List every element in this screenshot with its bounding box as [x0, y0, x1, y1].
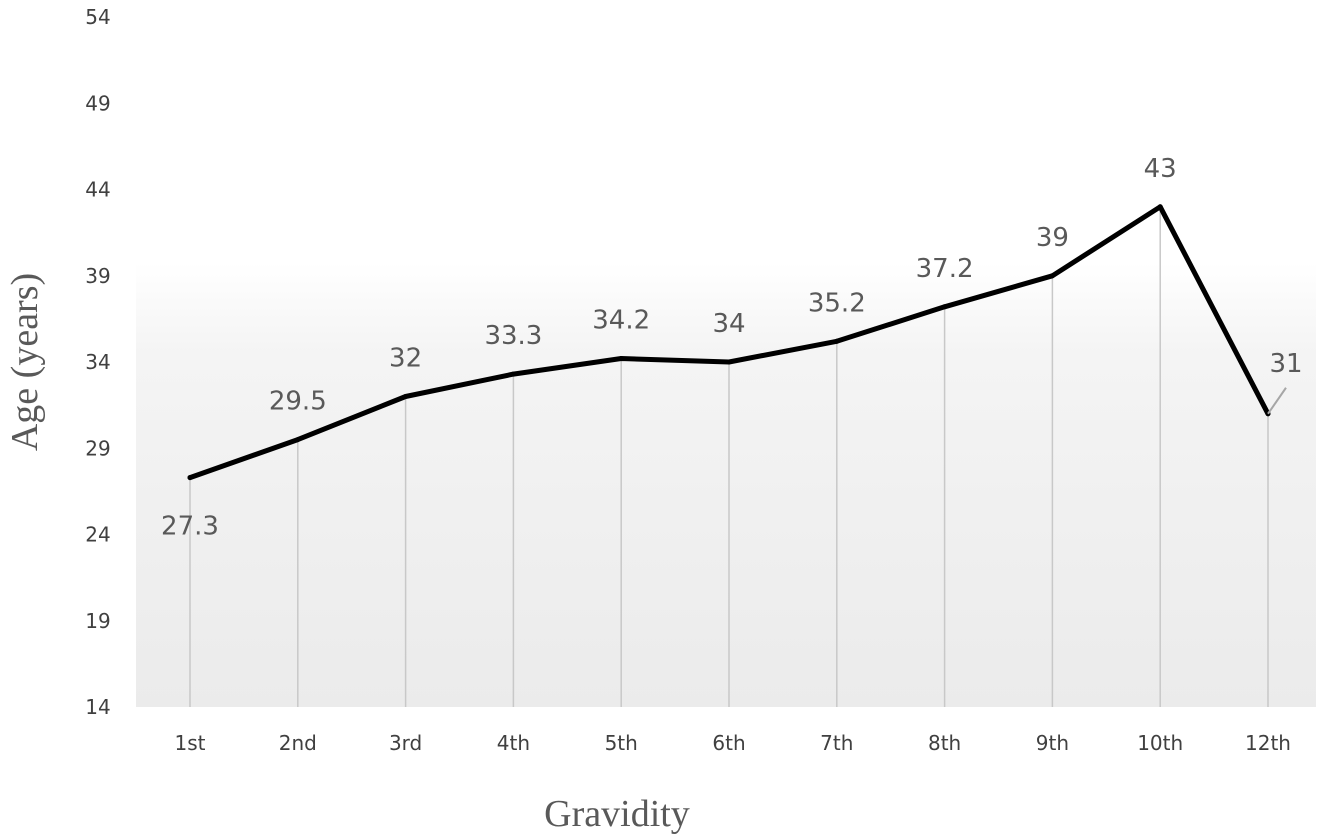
y-tick-label: 54 — [85, 5, 110, 29]
data-label: 34.2 — [592, 306, 650, 336]
y-tick-label: 34 — [85, 350, 110, 374]
data-point — [510, 371, 516, 377]
y-tick-label: 29 — [85, 436, 110, 460]
x-tick-label: 10th — [1137, 731, 1183, 755]
data-point — [1049, 273, 1055, 279]
data-label: 43 — [1144, 154, 1177, 184]
data-label: 33.3 — [484, 321, 542, 351]
y-tick-label: 19 — [85, 609, 110, 633]
data-label: 34 — [712, 309, 745, 339]
data-point — [403, 394, 409, 399]
x-tick-label: 12th — [1245, 731, 1291, 755]
data-point — [618, 356, 624, 362]
y-tick-label: 24 — [85, 523, 110, 547]
x-tick-label: 2nd — [279, 731, 317, 755]
series-group — [187, 204, 1271, 481]
data-label: 32 — [389, 344, 422, 374]
data-labels: 27.3 29.5 32 33.3 34.2 34 35.2 37.2 39 43 31 — [161, 154, 1302, 542]
data-point — [187, 475, 193, 481]
data-point — [726, 359, 732, 365]
data-point — [834, 338, 840, 344]
x-tick-label: 7th — [820, 731, 853, 755]
y-tick-label: 14 — [85, 695, 110, 719]
data-label: 31 — [1269, 349, 1302, 379]
x-tick-label: 3rd — [389, 731, 422, 755]
data-label: 35.2 — [808, 288, 866, 318]
data-point — [942, 304, 948, 310]
drop-lines — [189, 206, 1269, 707]
y-tick-label: 39 — [85, 264, 110, 288]
x-tick-label: 9th — [1036, 731, 1069, 755]
y-tick-label: 44 — [85, 178, 110, 202]
data-label: 27.3 — [161, 512, 219, 542]
y-axis-title: Age (years) — [4, 273, 46, 451]
y-axis-ticks: 14 19 24 29 34 39 44 49 54 — [85, 5, 110, 719]
data-point — [295, 437, 301, 443]
data-point — [1157, 204, 1163, 210]
x-tick-label: 8th — [928, 731, 961, 755]
x-tick-label: 6th — [712, 731, 745, 755]
x-tick-label: 5th — [605, 731, 638, 755]
data-label: 39 — [1036, 223, 1069, 253]
plot-area-background — [136, 165, 1316, 707]
x-axis-title: Gravidity — [544, 793, 690, 835]
leader-line — [1267, 387, 1287, 415]
x-axis-ticks: 1st 2nd 3rd 4th 5th 6th 7th 8th 9th 10th 12th — [175, 731, 1291, 755]
y-tick-label: 49 — [85, 91, 110, 115]
x-tick-label: 1st — [175, 731, 206, 755]
x-tick-label: 4th — [497, 731, 530, 755]
data-label: 37.2 — [916, 254, 974, 284]
data-label: 29.5 — [269, 387, 327, 417]
